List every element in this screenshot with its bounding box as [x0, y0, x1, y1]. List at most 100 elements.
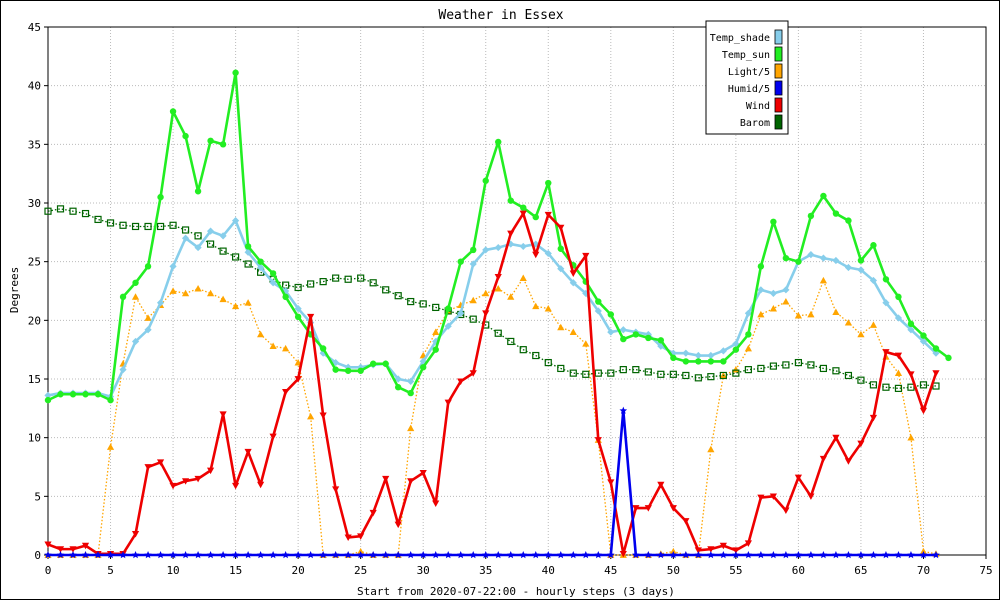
data-point-humid-5 — [431, 551, 440, 559]
data-point-light-5 — [181, 289, 190, 297]
data-point-temp-sun — [782, 254, 790, 262]
data-point-barom — [494, 329, 502, 337]
data-point-barom — [732, 369, 740, 377]
data-point-barom — [832, 367, 840, 375]
legend-box — [705, 20, 789, 135]
data-point-wind — [544, 211, 552, 219]
data-point-humid-5 — [331, 551, 340, 559]
data-point-wind — [844, 458, 853, 465]
data-point-humid-5 — [131, 551, 140, 559]
data-point-humid-5 — [657, 551, 665, 559]
data-point-barom — [794, 358, 803, 367]
data-point-humid-5 — [206, 551, 215, 559]
data-point-light-5 — [507, 293, 515, 300]
x-tick-label: 60 — [792, 564, 805, 577]
data-point-humid-5 — [819, 551, 828, 559]
data-point-temp-shade — [457, 309, 465, 317]
data-point-humid-5 — [106, 551, 115, 559]
x-tick-label: 15 — [229, 564, 242, 577]
data-point-barom — [819, 364, 828, 373]
data-point-light-5 — [131, 293, 140, 300]
x-tick-label: 75 — [979, 564, 992, 577]
data-point-barom — [532, 351, 540, 360]
data-point-humid-5 — [319, 551, 327, 559]
data-point-humid-5 — [219, 551, 227, 559]
data-point-temp-sun — [207, 137, 214, 145]
data-point-humid-5 — [169, 551, 177, 559]
data-point-humid-5 — [757, 551, 765, 559]
data-point-barom — [682, 371, 690, 380]
data-point-humid-5 — [832, 551, 840, 559]
data-point-wind — [607, 479, 615, 486]
data-point-temp-shade — [569, 279, 577, 287]
data-point-temp-shade — [294, 305, 302, 313]
data-point-humid-5 — [419, 551, 427, 559]
data-point-temp-shade — [144, 326, 152, 334]
data-point-temp-shade — [119, 366, 127, 374]
data-point-barom — [707, 373, 715, 381]
data-point-humid-5 — [244, 551, 252, 559]
data-point-temp-shade — [919, 337, 928, 346]
data-point-temp-sun — [720, 358, 727, 365]
data-point-wind — [282, 389, 290, 396]
data-point-humid-5 — [144, 551, 152, 559]
data-point-temp-sun — [57, 391, 64, 398]
data-point-temp-sun — [757, 263, 765, 270]
legend-label: Humid/5 — [728, 84, 770, 95]
data-point-humid-5 — [682, 551, 690, 559]
data-point-barom — [769, 362, 777, 370]
data-point-light-5 — [206, 289, 215, 297]
data-point-temp-sun — [194, 188, 202, 195]
data-point-wind — [144, 464, 152, 471]
data-point-temp-shade — [494, 243, 502, 252]
data-point-wind — [857, 440, 865, 448]
data-point-temp-shade — [707, 351, 715, 360]
data-point-humid-5 — [594, 551, 603, 559]
data-point-wind — [782, 507, 790, 515]
data-point-wind — [369, 509, 377, 517]
data-point-humid-5 — [294, 551, 302, 559]
data-point-humid-5 — [44, 551, 52, 559]
data-point-temp-sun — [394, 384, 402, 391]
data-point-temp-shade — [844, 263, 853, 272]
data-point-temp-shade — [832, 256, 840, 265]
y-tick-label: 10 — [28, 432, 41, 445]
data-point-light-5 — [794, 312, 802, 319]
data-point-humid-5 — [94, 551, 102, 559]
grid — [48, 27, 986, 555]
data-point-wind — [807, 493, 815, 500]
data-point-humid-5 — [519, 551, 528, 559]
data-point-barom — [932, 382, 940, 390]
data-point-temp-sun — [369, 360, 377, 367]
data-point-temp-shade — [394, 375, 402, 383]
data-point-humid-5 — [381, 551, 390, 559]
data-point-humid-5 — [807, 551, 815, 559]
data-point-humid-5 — [344, 551, 352, 559]
data-point-wind — [507, 230, 515, 238]
data-point-wind — [594, 437, 602, 444]
series-line-temp-sun — [47, 71, 950, 402]
data-point-light-5 — [857, 330, 865, 338]
data-point-light-5 — [269, 342, 277, 350]
data-point-humid-5 — [281, 551, 290, 559]
data-point-temp-shade — [657, 342, 665, 350]
data-point-humid-5 — [619, 406, 628, 414]
data-point-temp-sun — [119, 293, 127, 301]
data-point-temp-shade — [557, 265, 565, 273]
data-point-light-5 — [769, 305, 777, 312]
legend-swatch — [774, 80, 783, 96]
x-tick-label: 55 — [729, 564, 742, 577]
data-point-wind — [882, 349, 890, 356]
data-point-humid-5 — [506, 551, 515, 559]
data-point-light-5 — [144, 314, 152, 321]
data-point-wind — [919, 407, 928, 415]
data-point-temp-shade — [269, 279, 277, 287]
data-point-temp-shade — [757, 286, 765, 294]
data-point-barom — [882, 383, 890, 391]
data-point-temp-shade — [807, 251, 815, 259]
data-point-temp-sun — [294, 313, 302, 321]
data-point-light-5 — [169, 287, 177, 294]
data-point-light-5 — [557, 323, 565, 331]
data-point-light-5 — [757, 310, 765, 318]
data-point-barom — [319, 278, 327, 286]
